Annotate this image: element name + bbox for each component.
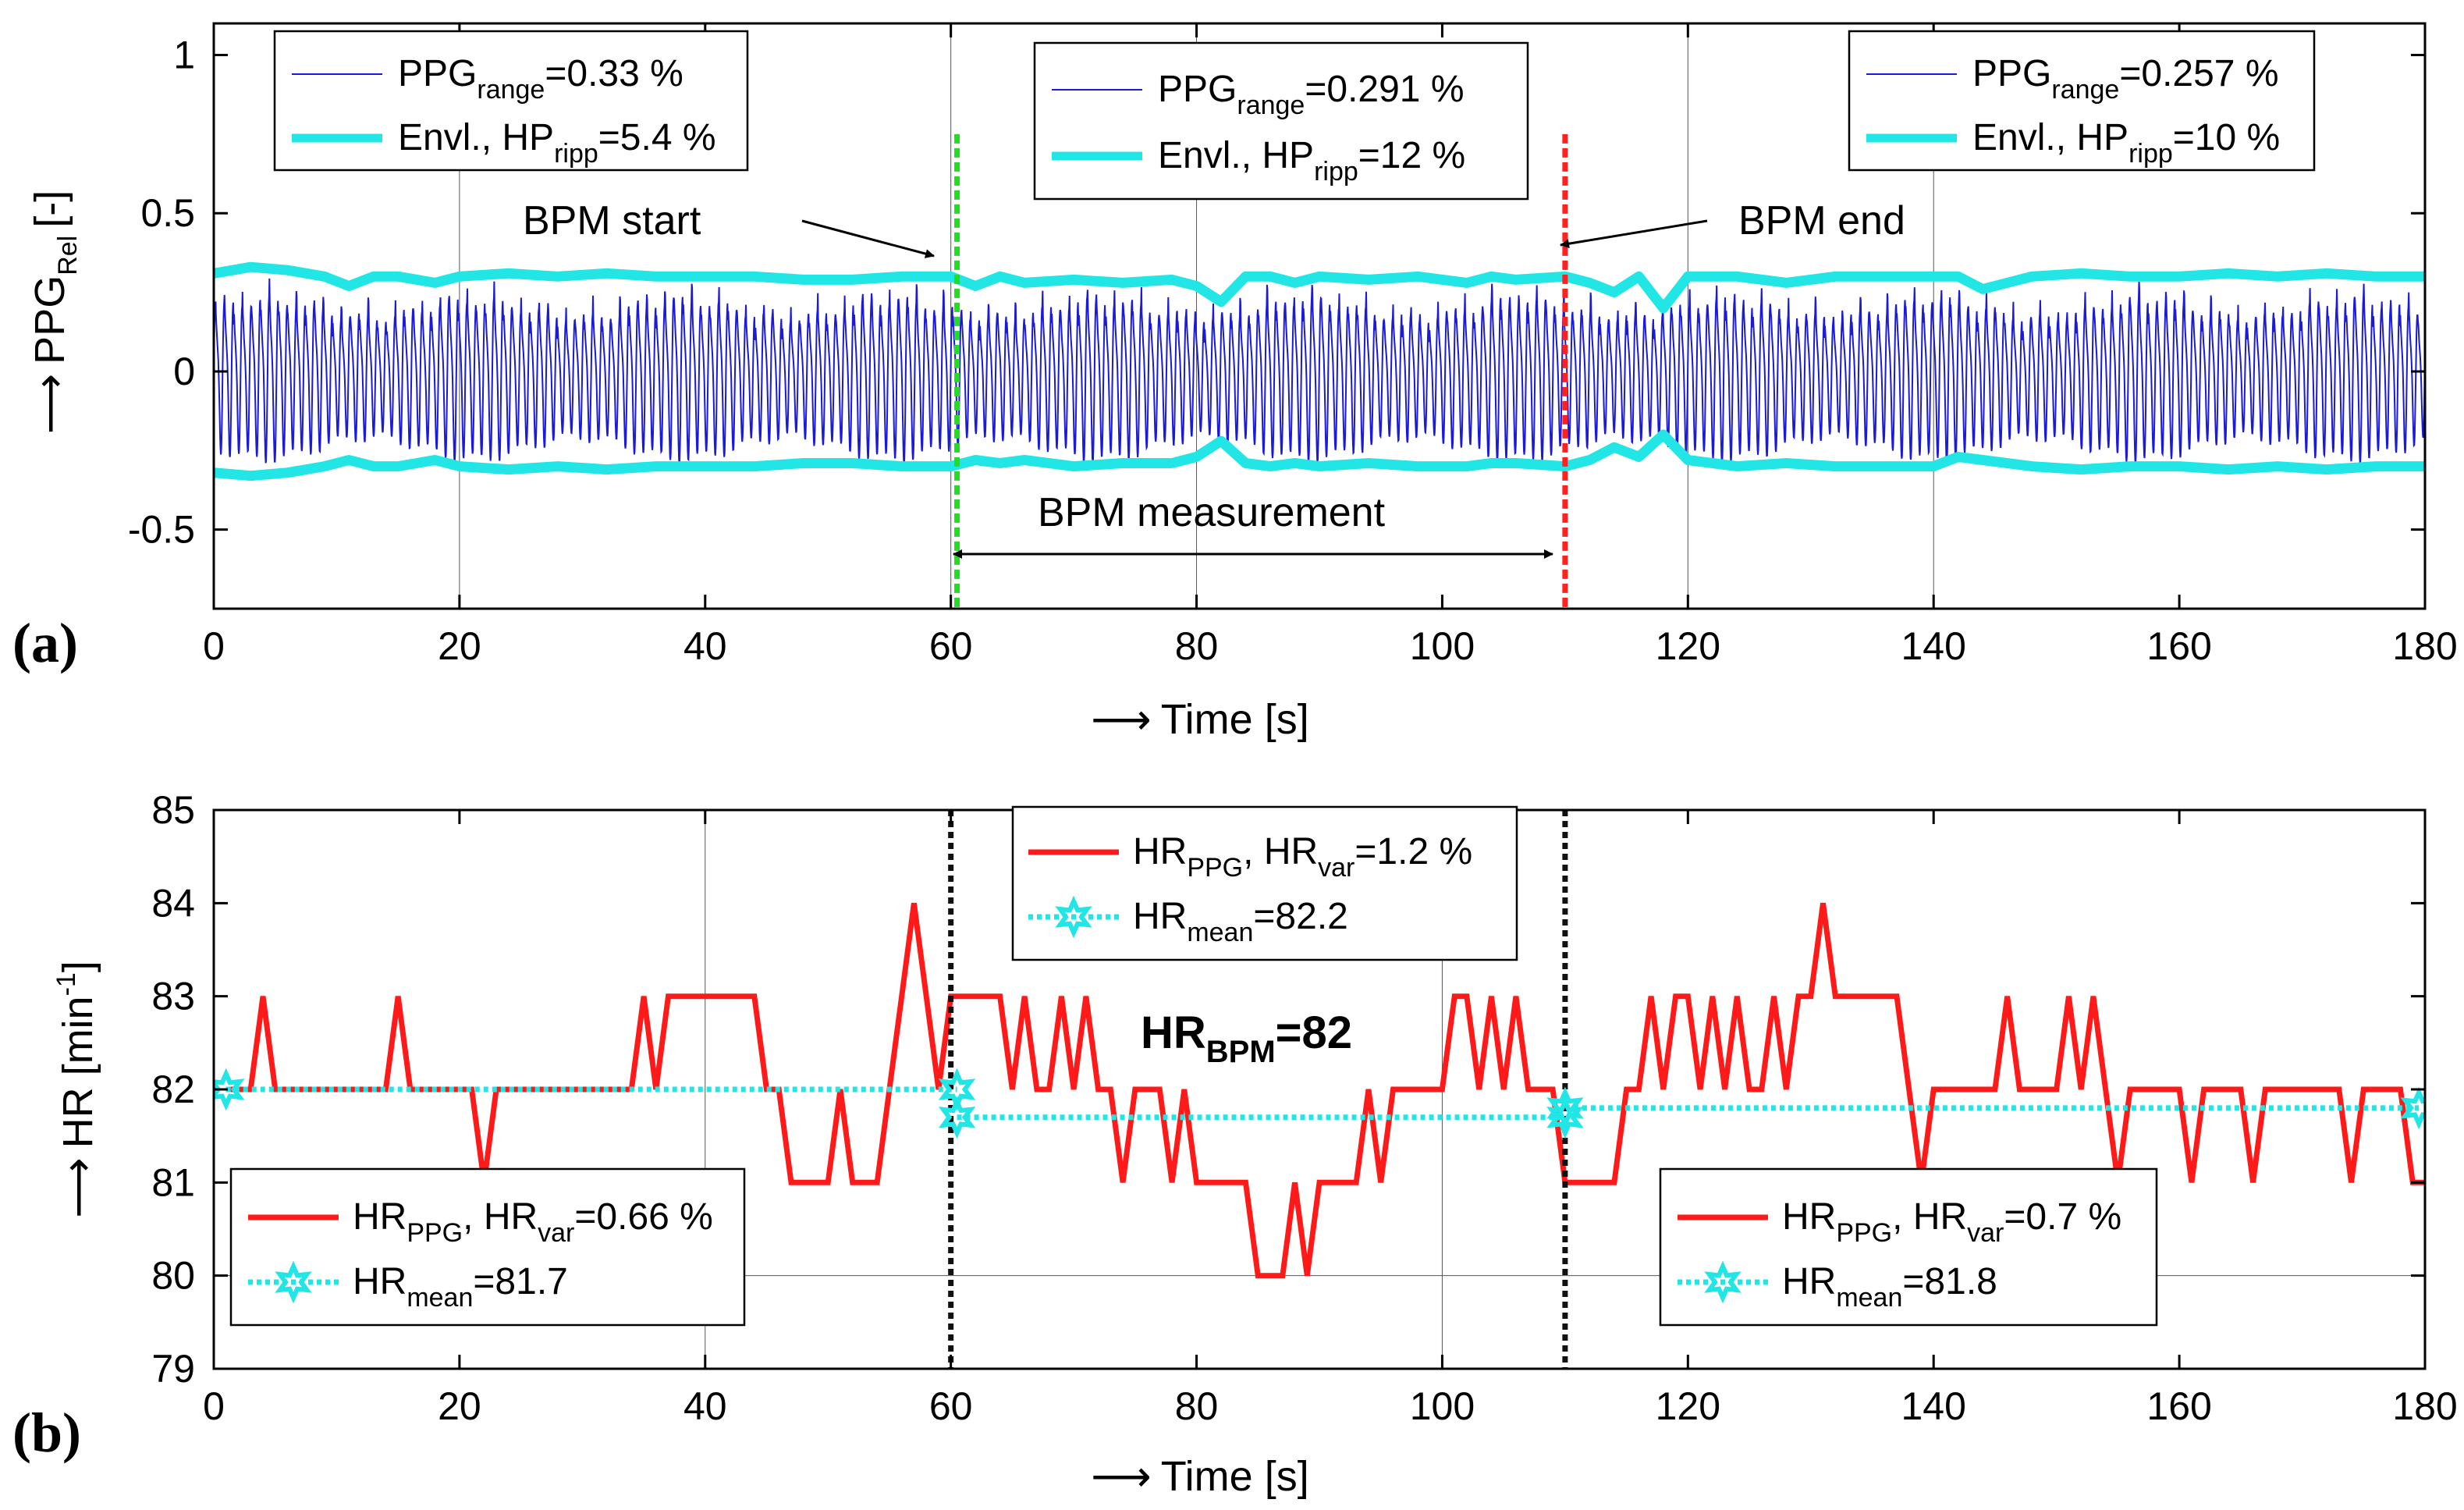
x-tick-label: 20	[438, 624, 481, 668]
y-axis-label-a: ⟶PPGRel[-]	[27, 190, 83, 435]
legend-a1: PPGrange=0.33 % Envl., HPripp=5.4 %	[273, 30, 749, 172]
bpm-end-arrow	[1560, 219, 1708, 249]
hr-mean-star-marker	[1546, 1086, 1584, 1130]
legend-box	[273, 30, 749, 172]
hr-mean-star-marker	[938, 1096, 976, 1139]
legend-hr-mean: HRmean=81.7	[353, 1261, 568, 1313]
hr-mean-lines	[225, 1086, 2420, 1121]
legend-box	[229, 1167, 746, 1327]
panel-label-a: (a)	[12, 612, 78, 674]
x-tick-label: 160	[2146, 624, 2211, 668]
hr-mean-star-marker	[2400, 1086, 2425, 1130]
legend-hr-mean: HRmean=82.2	[1133, 896, 1348, 947]
hr-mean-star-marker	[1546, 1096, 1584, 1139]
legend-a3: PPGrange=0.257 % Envl., HPripp=10 %	[1848, 30, 2316, 172]
x-tick-label: 180	[2392, 1384, 2457, 1428]
ticks-b: 0 20 40 60 80 100 120 140 160 180 79 80 81 82 83 84 85	[151, 788, 2457, 1428]
x-tick-label: 40	[683, 1384, 727, 1428]
legend-mean-star-icon	[275, 1260, 312, 1304]
legend-box	[1848, 30, 2316, 172]
x-tick-label: 60	[929, 1384, 973, 1428]
legend-b2: HRPPG, HRvar=1.2 % HRmean=82.2	[1011, 805, 1518, 961]
bpm-start-label: BPM start	[523, 198, 701, 243]
legend-ppg-range: PPGrange=0.291 %	[1158, 69, 1465, 120]
envelope-lower-line	[214, 429, 2425, 481]
y-tick-label: 0	[173, 350, 195, 393]
x-axis-label-b: ⟶ Time [s]	[1091, 1453, 1308, 1500]
y-tick-label: 1	[173, 34, 195, 77]
hr-mean-markers	[214, 1068, 2425, 1139]
hr-ppg-line	[225, 902, 2425, 1279]
legend-box	[1011, 805, 1518, 961]
y-tick-label: 79	[151, 1347, 195, 1391]
hr-bpm-annotation: HRBPM=82	[1141, 1007, 1352, 1069]
y-tick-label: 82	[151, 1068, 195, 1111]
x-tick-label: 0	[203, 624, 225, 668]
panel-b: 0 20 40 60 80 100 120 140 160 180 79 80 81 82 83 84 85 H…	[12, 788, 2458, 1500]
legend-box	[1033, 41, 1529, 201]
bpm-start-arrow	[801, 219, 935, 258]
legend-hr-variability: HRPPG, HRvar=0.66 %	[353, 1196, 713, 1248]
axes-box-a	[212, 22, 2427, 610]
legend-ppg-range: PPGrange=0.257 %	[1972, 53, 2279, 105]
x-tick-label: 100	[1410, 624, 1475, 668]
y-tick-label: 80	[151, 1254, 195, 1298]
legend-envelope-ripple: Envl., HPripp=12 %	[1158, 135, 1465, 187]
legend-envelope-ripple: Envl., HPripp=5.4 %	[398, 117, 716, 169]
ticks-a: 0 20 40 60 80 100 120 140 160 180 -0.5 0 0.5 1	[128, 23, 2458, 668]
legend-mean-star-icon	[1704, 1260, 1741, 1304]
y-tick-label: 85	[151, 788, 195, 832]
legend-b1: HRPPG, HRvar=0.66 % HRmean=81.7	[229, 1167, 746, 1327]
x-tick-label: 120	[1656, 1384, 1720, 1428]
legend-mean-star-icon	[1055, 895, 1092, 939]
x-tick-label: 40	[683, 624, 727, 668]
x-tick-label: 100	[1410, 1384, 1475, 1428]
bpm-end-label: BPM end	[1738, 198, 1905, 243]
x-tick-label: 60	[929, 624, 973, 668]
legend-hr-variability: HRPPG, HRvar=0.7 %	[1782, 1196, 2121, 1248]
panel-label-b: (b)	[12, 1402, 81, 1464]
legend-envelope-ripple: Envl., HPripp=10 %	[1972, 117, 2280, 169]
y-axis-label-b: ⟶HR [min-1]	[51, 961, 101, 1218]
legend-b3: HRPPG, HRvar=0.7 % HRmean=81.8	[1659, 1167, 2158, 1327]
legend-ppg-range: PPGrange=0.33 %	[398, 53, 683, 105]
x-axis-label-a: ⟶ Time [s]	[1091, 696, 1308, 743]
x-tick-label: 180	[2392, 624, 2457, 668]
x-tick-label: 120	[1656, 624, 1720, 668]
y-tick-label: 83	[151, 975, 195, 1018]
y-tick-label: 84	[151, 881, 195, 925]
y-tick-label: 0.5	[140, 191, 195, 235]
bpm-measurement-label: BPM measurement	[1038, 490, 1386, 535]
legend-box	[1659, 1167, 2158, 1327]
y-tick-label: 81	[151, 1160, 195, 1204]
legend-hr-mean: HRmean=81.8	[1782, 1261, 1997, 1313]
x-tick-label: 140	[1901, 1384, 1966, 1428]
hr-mean-star-marker	[214, 1068, 245, 1111]
x-tick-label: 80	[1175, 1384, 1219, 1428]
x-tick-label: 160	[2146, 1384, 2211, 1428]
panel-a: 0 20 40 60 80 100 120 140 160 180 -0.5 0 0.5 1 BPM st…	[12, 22, 2458, 743]
legend-a2: PPGrange=0.291 % Envl., HPripp=12 %	[1033, 41, 1529, 201]
x-tick-label: 0	[203, 1384, 225, 1428]
envelope-upper-line	[214, 261, 2425, 314]
x-tick-label: 140	[1901, 624, 1966, 668]
x-tick-label: 80	[1175, 624, 1219, 668]
y-tick-label: -0.5	[128, 508, 195, 552]
legend-hr-variability: HRPPG, HRvar=1.2 %	[1133, 831, 1472, 883]
ppg-signal-line	[214, 278, 2425, 466]
x-tick-label: 20	[438, 1384, 481, 1428]
